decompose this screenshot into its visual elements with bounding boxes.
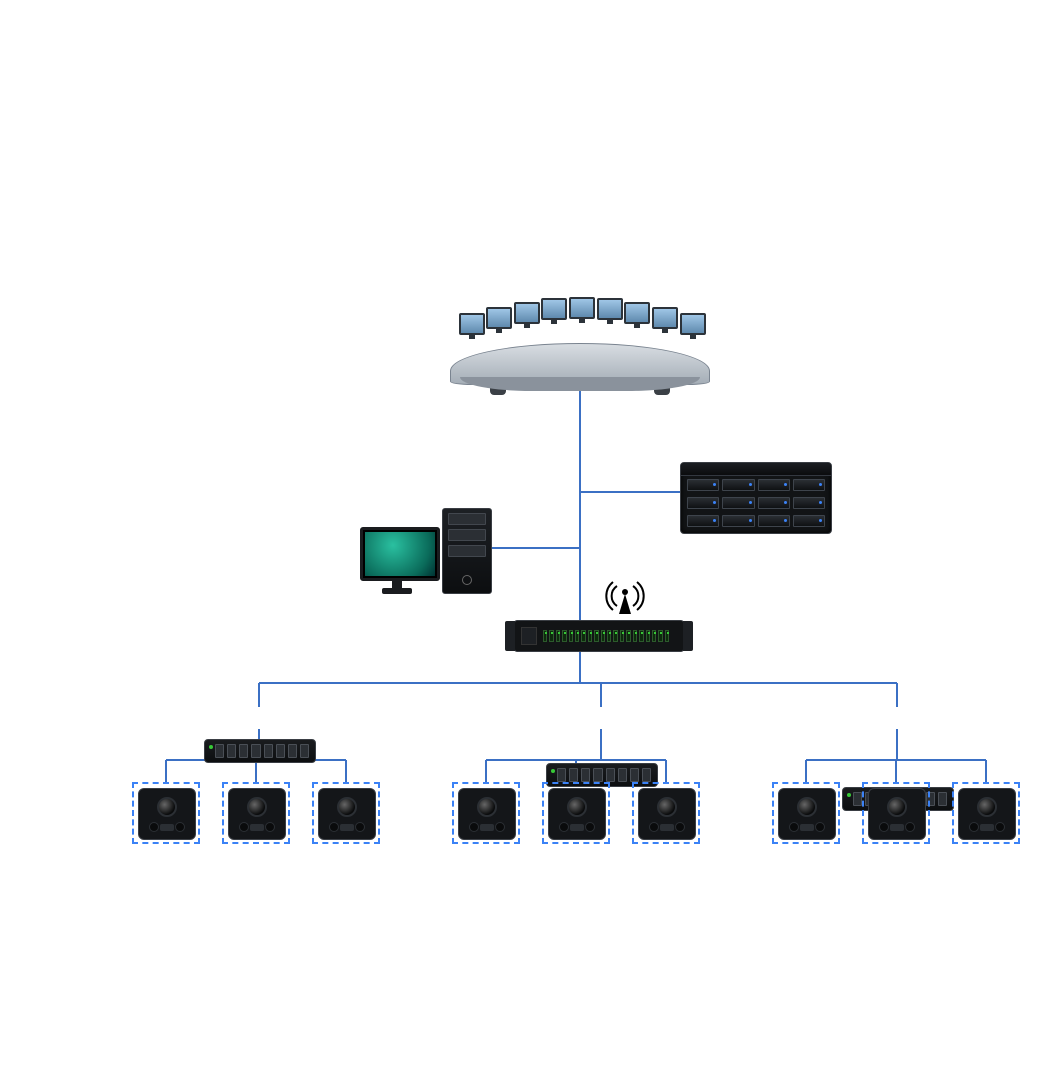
control-center-monitor xyxy=(459,313,485,335)
camera-node xyxy=(772,782,840,844)
camera-node xyxy=(542,782,610,844)
camera-node xyxy=(862,782,930,844)
control-center-monitor xyxy=(597,298,623,320)
storage-rack-node xyxy=(680,462,832,534)
wireless-antenna-icon xyxy=(605,576,645,616)
control-center-monitor xyxy=(514,302,540,324)
camera-node xyxy=(312,782,380,844)
control-center-monitor xyxy=(486,307,512,329)
control-center-monitor xyxy=(624,302,650,324)
connection-lines xyxy=(0,0,1039,1087)
control-center-node xyxy=(450,295,710,385)
control-center-monitor xyxy=(680,313,706,335)
core-switch-node xyxy=(514,620,684,652)
workstation-node xyxy=(360,505,490,595)
control-center-monitor xyxy=(541,298,567,320)
control-center-monitor xyxy=(569,297,595,319)
camera-node xyxy=(632,782,700,844)
camera-node xyxy=(452,782,520,844)
camera-node xyxy=(132,782,200,844)
edge-switch-node xyxy=(204,739,316,763)
control-center-monitor xyxy=(652,307,678,329)
camera-node xyxy=(222,782,290,844)
camera-node xyxy=(952,782,1020,844)
